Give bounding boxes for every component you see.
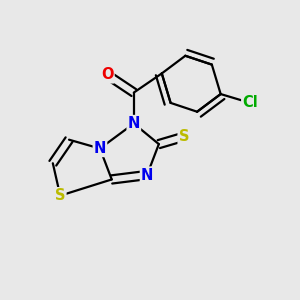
Text: N: N [94,141,106,156]
Text: N: N [128,116,140,131]
Text: N: N [141,167,153,182]
Text: Cl: Cl [242,95,258,110]
Text: O: O [101,68,114,82]
Text: S: S [178,129,189,144]
Text: S: S [55,188,65,203]
